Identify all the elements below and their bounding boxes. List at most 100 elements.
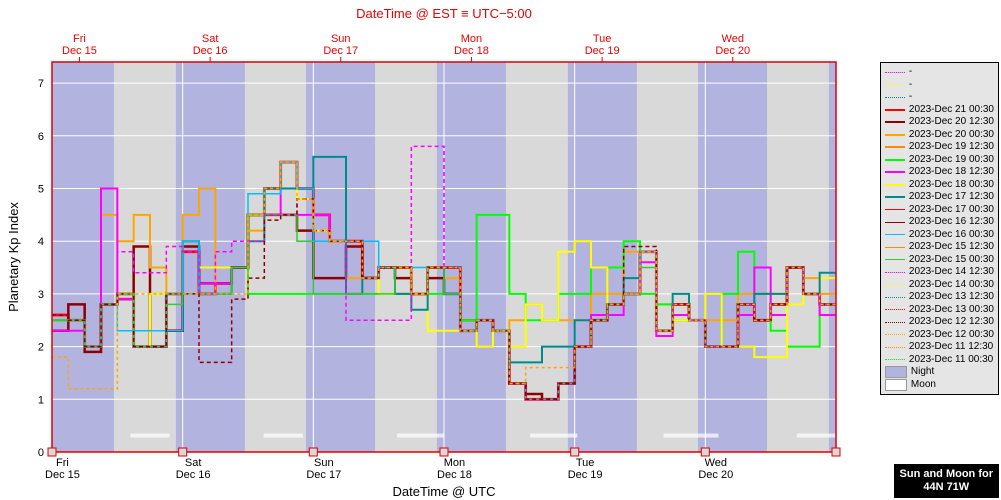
kp-chart: 01234567FriDec 15SatDec 16SunDec 17MonDe… <box>0 0 1001 500</box>
x-tick-date: Dec 16 <box>176 469 211 481</box>
top-tick-date: Dec 16 <box>193 45 228 57</box>
legend-swatch <box>885 184 905 186</box>
legend-label: 2023-Dec 15 12:30 <box>909 241 994 254</box>
legend-label: 2023-Dec 12 12:30 <box>909 316 994 329</box>
legend-label: 2023-Dec 13 12:30 <box>909 291 994 304</box>
legend-item: - <box>885 79 994 92</box>
y-tick: 6 <box>38 131 44 143</box>
y-tick: 1 <box>38 394 44 406</box>
top-tick-date: Dec 20 <box>715 45 750 57</box>
legend-item: 2023-Dec 18 00:30 <box>885 179 994 192</box>
legend-item: Night <box>885 366 994 379</box>
x-axis-label: DateTime @ UTC <box>392 484 495 499</box>
chart-svg: 01234567FriDec 15SatDec 16SunDec 17MonDe… <box>0 0 1001 500</box>
legend-item: 2023-Dec 14 00:30 <box>885 279 994 292</box>
legend-label: 2023-Dec 19 12:30 <box>909 141 994 154</box>
x-tick-date: Dec 18 <box>437 469 472 481</box>
legend-item: 2023-Dec 12 12:30 <box>885 316 994 329</box>
y-axis-label: Planetary Kp Index <box>6 202 21 312</box>
legend-label: 2023-Dec 12 00:30 <box>909 329 994 342</box>
legend-label: 2023-Dec 18 12:30 <box>909 166 994 179</box>
legend-item: 2023-Dec 14 12:30 <box>885 266 994 279</box>
legend-item: - <box>885 91 994 104</box>
legend-label: 2023-Dec 13 00:30 <box>909 304 994 317</box>
y-tick: 2 <box>38 342 44 354</box>
legend-item: 2023-Dec 13 00:30 <box>885 304 994 317</box>
y-tick: 3 <box>38 289 44 301</box>
legend-label: 2023-Dec 15 00:30 <box>909 254 994 267</box>
legend-swatch <box>885 379 907 391</box>
legend-item: 2023-Dec 21 00:30 <box>885 104 994 117</box>
legend-item: 2023-Dec 15 12:30 <box>885 241 994 254</box>
legend-swatch <box>885 171 905 173</box>
legend-swatch <box>885 309 905 310</box>
legend-item: 2023-Dec 15 00:30 <box>885 254 994 267</box>
legend-item: 2023-Dec 17 00:30 <box>885 204 994 217</box>
y-tick: 5 <box>38 183 44 195</box>
legend-label: Moon <box>911 379 936 392</box>
sun-moon-footer: Sun and Moon for44N 71W <box>894 464 999 498</box>
legend-swatch <box>885 109 905 111</box>
top-tick-weekday: Fri <box>73 33 86 45</box>
legend-swatch <box>885 247 905 248</box>
legend-label: 2023-Dec 16 12:30 <box>909 216 994 229</box>
legend-swatch <box>885 259 905 260</box>
legend-swatch <box>885 359 905 360</box>
legend-swatch <box>885 97 905 98</box>
legend-item: 2023-Dec 11 12:30 <box>885 341 994 354</box>
legend-swatch <box>885 234 905 235</box>
legend-swatch <box>885 146 905 148</box>
top-tick-weekday: Mon <box>461 33 482 45</box>
x-tick-date: Dec 17 <box>306 469 341 481</box>
legend-swatch <box>885 366 907 378</box>
x-tick-date: Dec 15 <box>45 469 80 481</box>
footer-text: Sun and Moon for44N 71W <box>900 468 993 493</box>
y-tick: 7 <box>38 78 44 90</box>
legend-label: Night <box>911 366 934 379</box>
legend-label: 2023-Dec 11 00:30 <box>909 354 993 367</box>
legend-swatch <box>885 297 905 298</box>
x-tick-weekday: Wed <box>705 457 727 469</box>
legend-swatch <box>885 347 905 348</box>
legend-label: 2023-Dec 21 00:30 <box>909 104 994 117</box>
top-tick-date: Dec 19 <box>585 45 620 57</box>
top-tick-date: Dec 17 <box>323 45 358 57</box>
legend-label: 2023-Dec 17 00:30 <box>909 204 994 217</box>
x-tick-weekday: Mon <box>444 457 465 469</box>
legend-swatch <box>885 159 905 161</box>
x-tick-date: Dec 19 <box>568 469 603 481</box>
top-tick-date: Dec 18 <box>454 45 489 57</box>
legend-swatch <box>885 121 905 123</box>
legend-label: 2023-Dec 16 00:30 <box>909 229 994 242</box>
legend-swatch <box>885 84 905 85</box>
legend-label: 2023-Dec 11 12:30 <box>909 341 993 354</box>
legend-label: 2023-Dec 18 00:30 <box>909 179 994 192</box>
legend-swatch <box>885 272 905 273</box>
y-tick: 0 <box>38 447 44 459</box>
top-tick-weekday: Sat <box>202 33 219 45</box>
x-tick-weekday: Fri <box>56 457 69 469</box>
legend: ---2023-Dec 21 00:302023-Dec 20 12:30202… <box>880 62 999 395</box>
legend-item: 2023-Dec 17 12:30 <box>885 191 994 204</box>
top-tick-weekday: Wed <box>722 33 744 45</box>
legend-item: 2023-Dec 16 12:30 <box>885 216 994 229</box>
legend-swatch <box>885 334 905 335</box>
legend-item: 2023-Dec 18 12:30 <box>885 166 994 179</box>
legend-swatch <box>885 196 905 198</box>
legend-item: 2023-Dec 12 00:30 <box>885 329 994 342</box>
legend-item: 2023-Dec 11 00:30 <box>885 354 994 367</box>
legend-label: 2023-Dec 17 12:30 <box>909 191 994 204</box>
legend-label: 2023-Dec 14 12:30 <box>909 266 994 279</box>
legend-item: 2023-Dec 16 00:30 <box>885 229 994 242</box>
legend-swatch <box>885 134 905 136</box>
legend-label: - <box>909 79 912 92</box>
x-tick-weekday: Sat <box>185 457 202 469</box>
legend-label: - <box>909 91 912 104</box>
x-tick-weekday: Tue <box>576 457 595 469</box>
legend-label: - <box>909 66 912 79</box>
y-tick: 4 <box>38 236 44 248</box>
x-tick-date: Dec 20 <box>698 469 733 481</box>
legend-swatch <box>885 209 905 210</box>
legend-item: 2023-Dec 19 12:30 <box>885 141 994 154</box>
legend-item: 2023-Dec 13 12:30 <box>885 291 994 304</box>
